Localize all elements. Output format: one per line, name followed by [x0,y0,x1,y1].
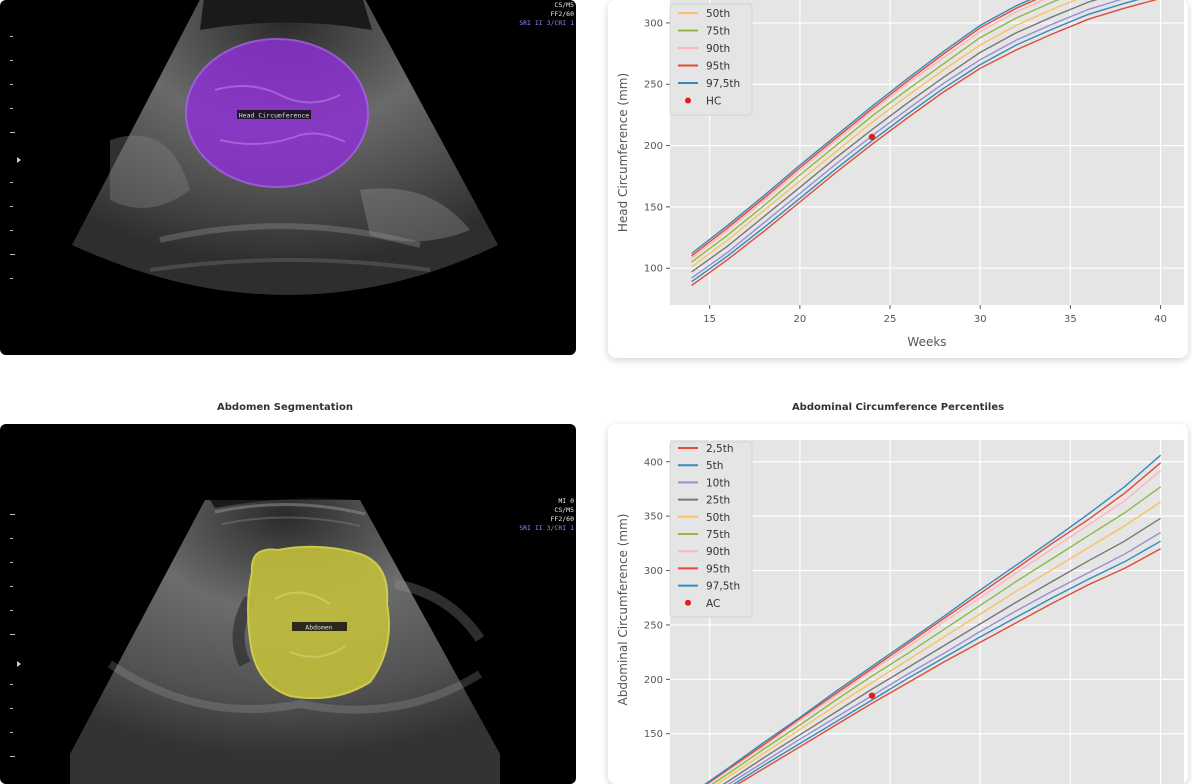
measurement-point-hc [869,134,875,140]
device-text-2: FF2/60 [551,10,575,18]
y-tick-label: 200 [644,675,663,686]
legend-label: 50th [706,8,730,20]
legend-label: 95th [706,61,730,73]
chart-legend: 50th 75th 90th 95th 97,5th HC [670,4,752,115]
y-axis-label: Abdominal Circumference (mm) [616,514,630,706]
x-tick-label: 25 [884,314,897,325]
head-ultrasound-scan: Head Circumference CS/M5 FF2/60 SRI II 3… [0,0,576,355]
y-tick-label: 200 [644,141,663,152]
abdomen-ultrasound-scan: Abdomen MI 0 CS/M5 FF2/60 SRI II 3/CRI 1 [0,424,576,784]
legend-marker [685,98,691,104]
focus-marker-icon [17,157,21,163]
y-tick-label: 100 [644,264,663,275]
measurement-point-ac [869,692,875,698]
legend-label: 90th [706,546,730,558]
device-text-1: MI 0 [558,497,574,505]
legend-label: 95th [706,563,730,575]
device-text-1: CS/M5 [554,1,574,9]
abdominal-percentiles-title: Abdominal Circumference Percentiles [608,402,1188,413]
y-tick-label: 150 [644,202,663,213]
y-tick-label: 300 [644,18,663,29]
device-text-4: SRI II 3/CRI 1 [519,524,574,532]
legend-label: AC [706,598,720,610]
y-tick-label: 300 [644,566,663,577]
device-text-2: CS/M5 [554,506,574,514]
abdomen-overlay-label: Abdomen [305,624,332,632]
head-ultrasound-image: Head Circumference CS/M5 FF2/60 SRI II 3… [0,0,576,355]
y-tick-label: 250 [644,80,663,91]
y-tick-label: 250 [644,620,663,631]
depth-scale-marks [10,36,15,279]
x-tick-label: 35 [1064,314,1077,325]
legend-label: 75th [706,26,730,38]
chart-legend: 2,5th 5th 10th 25th 50th 75th 90th 95th 97,5th AC [670,442,752,617]
depth-scale-marks [10,514,15,757]
device-text-3: FF2/60 [551,515,575,523]
legend-label: HC [706,96,721,108]
legend-label: 25th [706,495,730,507]
x-axis-label: Weeks [907,335,946,349]
y-tick-label: 400 [644,457,663,468]
abdominal-circumference-chart: 150 200 250 300 350 400 2,5th 5th 10th 25th 50th 75… [608,424,1188,784]
head-circumference-chart: 15 20 25 30 35 40 100 150 200 250 300 50th 75th 90th 9… [608,0,1188,358]
x-tick-label: 30 [974,314,987,325]
legend-label: 50th [706,512,730,524]
legend-label: 90th [706,43,730,55]
focus-marker-icon [17,661,21,667]
legend-label: 10th [706,477,730,489]
head-overlay-label: Head Circumference [239,112,310,120]
y-axis-label: Head Circumference (mm) [616,73,630,232]
device-text-3: SRI II 3/CRI 1 [519,19,574,27]
y-tick-label: 350 [644,512,663,523]
legend-marker [685,600,691,606]
abdominal-circumference-chart-card: 150 200 250 300 350 400 2,5th 5th 10th 25th 50th 75… [608,424,1188,784]
x-tick-label: 40 [1154,314,1167,325]
abdomen-ultrasound-image: Abdomen MI 0 CS/M5 FF2/60 SRI II 3/CRI 1 [0,424,576,784]
legend-label: 97,5th [706,581,740,593]
legend-label: 97,5th [706,78,740,90]
legend-label: 5th [706,460,723,472]
legend-label: 2,5th [706,443,733,455]
abdomen-segmentation-title: Abdomen Segmentation [0,402,570,413]
x-tick-label: 20 [793,314,806,325]
head-circumference-chart-card: 15 20 25 30 35 40 100 150 200 250 300 50th 75th 90th 9… [608,0,1188,358]
legend-label: 75th [706,529,730,541]
x-tick-label: 15 [703,314,716,325]
y-tick-label: 150 [644,729,663,740]
